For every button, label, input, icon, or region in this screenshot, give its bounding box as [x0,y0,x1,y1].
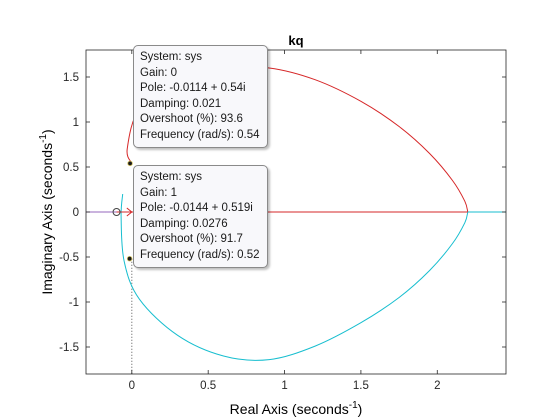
x-axis-label: Real Axis (seconds-1) [230,400,363,417]
x-tick-label: 0 [129,380,135,392]
datatip-marker[interactable] [126,256,133,262]
datatip-pole-upper[interactable]: System: sys Gain: 0 Pole: -0.0114 + 0.54… [133,45,268,148]
datatip-line: Frequency (rad/s): 0.52 [140,248,260,261]
y-tick-label: -1.5 [59,342,79,354]
x-tick-label: 1.5 [353,380,369,392]
y-tick-label: -1 [69,297,79,309]
datatip-line: Frequency (rad/s): 0.54 [140,128,260,141]
y-tick-label: 1.5 [63,72,79,84]
datatip-line: System: sys [140,171,202,183]
datatip-pole-lower[interactable]: System: sys Gain: 1 Pole: -0.0144 + 0.51… [133,165,268,268]
x-tick-label: 1 [281,380,287,392]
x-tick-label: 2 [434,380,440,392]
axis-ticks: 0 0.5 1 1.5 2 -1.5 -1 -0.5 0 0.5 1 1.5 [59,50,506,392]
zero-marker[interactable] [112,208,121,216]
x-tick-label: 0.5 [200,380,216,392]
datatip-line: Gain: 1 [140,186,178,199]
locus-branch-1[interactable] [120,193,469,361]
y-tick-label: 1 [73,117,79,129]
datatip-line: Overshoot (%): 93.6 [140,113,243,125]
datatip-line: Pole: -0.0114 + 0.54i [140,82,246,94]
datatip-line: Damping: 0.0276 [140,217,228,230]
datatip-line: Gain: 0 [140,66,178,79]
datatip-line: Pole: -0.0144 + 0.519i [140,202,253,214]
chart-title: kq [288,33,303,48]
datatip-line: Overshoot (%): 91.7 [140,233,243,245]
axes-box [85,49,507,375]
datatip-line: Damping: 0.021 [140,97,222,110]
y-axis-label: Imaginary Axis (seconds-1) [38,129,55,294]
y-tick-label: 0.5 [63,162,79,174]
direction-arrow [126,207,133,217]
y-tick-label: 0 [73,207,79,219]
datatip-line: System: sys [140,51,202,63]
datatip-marker[interactable] [127,160,133,167]
y-tick-label: -0.5 [59,252,79,264]
